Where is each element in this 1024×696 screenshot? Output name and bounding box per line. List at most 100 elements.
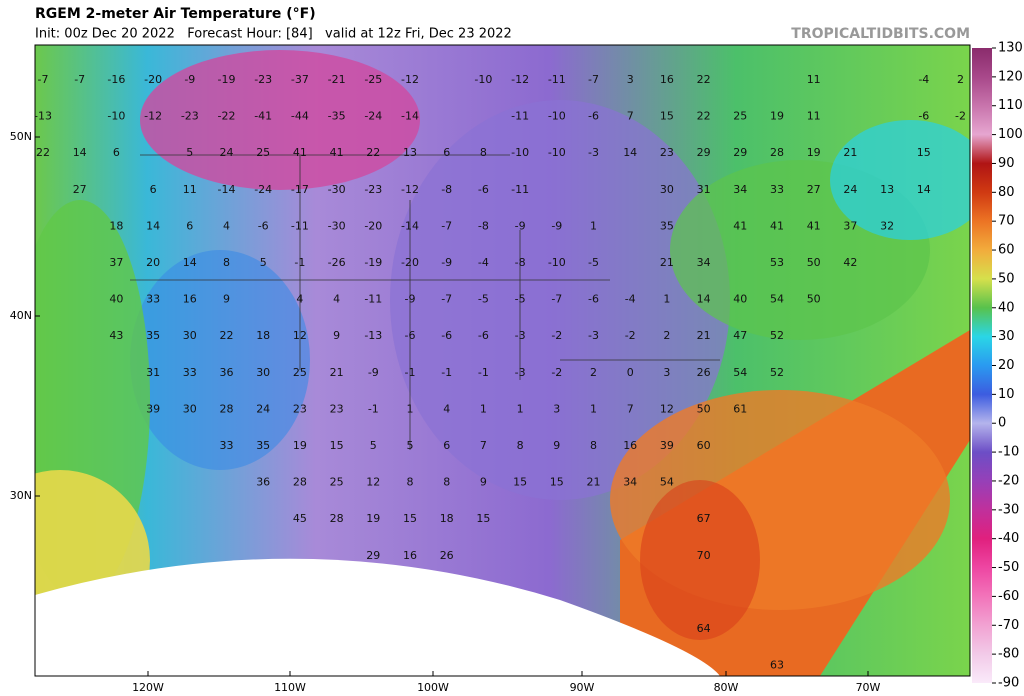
station-value: -1 bbox=[405, 366, 416, 379]
station-value: 7 bbox=[627, 402, 634, 415]
station-value: -20 bbox=[364, 219, 382, 232]
station-value: -1 bbox=[441, 366, 452, 379]
station-value: 26 bbox=[440, 549, 454, 562]
station-value: -16 bbox=[107, 73, 125, 86]
title: RGEM 2-meter Air Temperature (°F) bbox=[35, 6, 316, 22]
station-value: 22 bbox=[220, 329, 234, 342]
station-value: -1 bbox=[294, 256, 305, 269]
station-value: -4 bbox=[918, 73, 929, 86]
lon-label: 110W bbox=[274, 681, 306, 694]
station-value: 6 bbox=[443, 146, 450, 159]
colorbar-label: -80 bbox=[998, 647, 1019, 662]
station-value: 4 bbox=[333, 293, 340, 306]
station-value: 40 bbox=[733, 293, 747, 306]
station-value: 13 bbox=[403, 146, 417, 159]
colorbar-label: -50 bbox=[998, 560, 1019, 575]
station-value: 14 bbox=[917, 183, 931, 196]
station-value: 50 bbox=[807, 256, 821, 269]
colorbar-label: 40 bbox=[998, 300, 1015, 315]
station-value: 37 bbox=[109, 256, 123, 269]
station-value: -23 bbox=[181, 110, 199, 123]
lon-label: 70W bbox=[856, 681, 881, 694]
station-value: 24 bbox=[256, 402, 270, 415]
station-value: 54 bbox=[660, 476, 674, 489]
station-value: 35 bbox=[146, 329, 160, 342]
station-value: 21 bbox=[660, 256, 674, 269]
colorbar-label: -70 bbox=[998, 618, 1019, 633]
station-value: -9 bbox=[184, 73, 195, 86]
station-value: 3 bbox=[553, 402, 560, 415]
station-value: -6 bbox=[588, 293, 599, 306]
station-value: -14 bbox=[218, 183, 236, 196]
station-value: -2 bbox=[551, 366, 562, 379]
colorbar-label: 120 bbox=[998, 69, 1023, 84]
station-value: 37 bbox=[843, 219, 857, 232]
station-value: -25 bbox=[364, 73, 382, 86]
lon-label: 120W bbox=[132, 681, 164, 694]
station-value: -6 bbox=[588, 110, 599, 123]
station-value: -20 bbox=[401, 256, 419, 269]
station-value: 52 bbox=[770, 366, 784, 379]
station-value: -12 bbox=[144, 110, 162, 123]
colorbar-label: 60 bbox=[998, 243, 1015, 258]
station-value: -37 bbox=[291, 73, 309, 86]
station-value: 34 bbox=[623, 476, 637, 489]
station-value: -9 bbox=[368, 366, 379, 379]
station-value: -12 bbox=[401, 183, 419, 196]
station-value: -9 bbox=[551, 219, 562, 232]
station-value: 70 bbox=[697, 549, 711, 562]
station-value: -13 bbox=[364, 329, 382, 342]
station-value: -23 bbox=[364, 183, 382, 196]
station-value: 8 bbox=[517, 439, 524, 452]
station-value: 40 bbox=[109, 293, 123, 306]
station-value: -24 bbox=[364, 110, 382, 123]
station-value: -10 bbox=[548, 256, 566, 269]
station-value: -7 bbox=[551, 293, 562, 306]
station-value: 8 bbox=[223, 256, 230, 269]
station-value: 67 bbox=[697, 512, 711, 525]
colorbar-label: -20 bbox=[998, 473, 1019, 488]
station-value: 6 bbox=[150, 183, 157, 196]
station-value: -19 bbox=[218, 73, 236, 86]
station-value: -23 bbox=[254, 73, 272, 86]
station-value: 2 bbox=[957, 73, 964, 86]
station-value: 13 bbox=[880, 183, 894, 196]
station-value: 42 bbox=[843, 256, 857, 269]
colorbar-label: 30 bbox=[998, 329, 1015, 344]
site-name: TROPICALTIDBITS.COM bbox=[791, 26, 970, 42]
station-value: -10 bbox=[511, 146, 529, 159]
station-value: -11 bbox=[511, 110, 529, 123]
station-value: 29 bbox=[697, 146, 711, 159]
station-value: 30 bbox=[660, 183, 674, 196]
station-value: -41 bbox=[254, 110, 272, 123]
station-value: 22 bbox=[366, 146, 380, 159]
station-value: 45 bbox=[293, 512, 307, 525]
station-value: 7 bbox=[627, 110, 634, 123]
station-value: 21 bbox=[843, 146, 857, 159]
lat-label: 50N bbox=[10, 130, 32, 143]
station-value: 36 bbox=[256, 476, 270, 489]
station-value: 50 bbox=[807, 293, 821, 306]
station-value: -6 bbox=[405, 329, 416, 342]
station-value: -6 bbox=[918, 110, 929, 123]
station-value: -3 bbox=[515, 366, 526, 379]
station-value: -21 bbox=[328, 73, 346, 86]
station-value: 18 bbox=[440, 512, 454, 525]
station-value: -26 bbox=[328, 256, 346, 269]
station-value: 14 bbox=[73, 146, 87, 159]
station-value: -12 bbox=[401, 73, 419, 86]
station-value: 19 bbox=[770, 110, 784, 123]
station-value: 5 bbox=[186, 146, 193, 159]
station-value: 24 bbox=[843, 183, 857, 196]
station-value: -7 bbox=[38, 73, 49, 86]
station-value: 18 bbox=[109, 219, 123, 232]
station-value: -3 bbox=[588, 146, 599, 159]
lon-label: 90W bbox=[570, 681, 595, 694]
station-value: -4 bbox=[478, 256, 489, 269]
station-value: 61 bbox=[733, 402, 747, 415]
station-value: 19 bbox=[807, 146, 821, 159]
station-value: 22 bbox=[697, 73, 711, 86]
station-value: 34 bbox=[697, 256, 711, 269]
subtitle: Init: 00z Dec 20 2022 Forecast Hour: [84… bbox=[35, 27, 512, 42]
station-value: 11 bbox=[807, 73, 821, 86]
